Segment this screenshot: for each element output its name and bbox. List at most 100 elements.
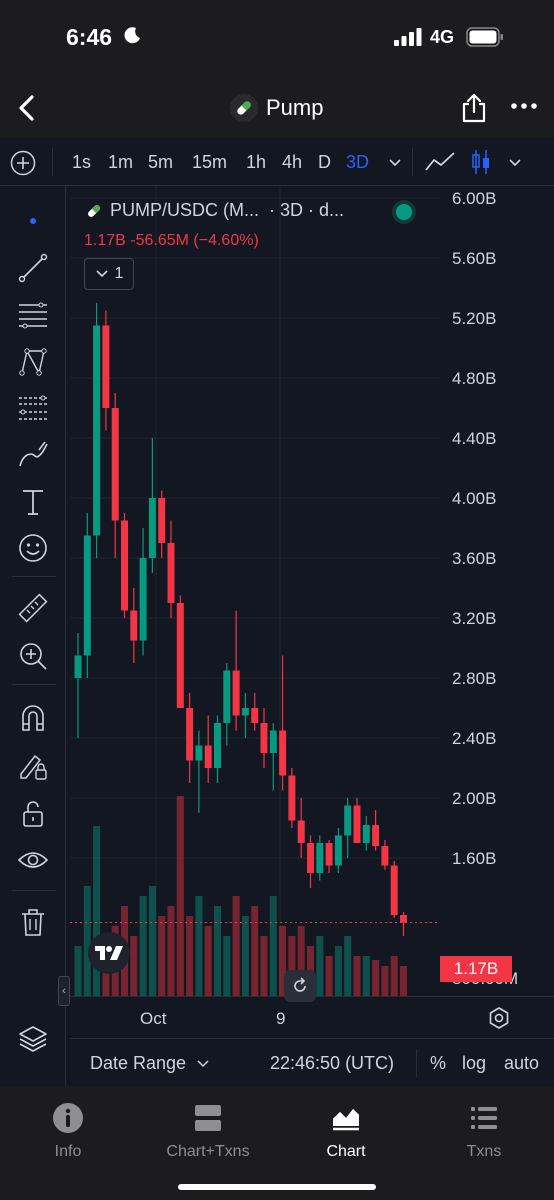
y-tick-label: 4.80B bbox=[452, 369, 496, 388]
tradingview-logo[interactable] bbox=[88, 932, 130, 974]
y-tick-label: 6.00B bbox=[452, 189, 496, 208]
tab-bar: Info Chart+Txns Chart Txns bbox=[0, 1086, 554, 1200]
date-range-button[interactable]: Date Range bbox=[90, 1053, 209, 1074]
volume-bar bbox=[316, 936, 324, 996]
candle-body bbox=[158, 498, 166, 543]
legend-interval: · 3D · d... bbox=[269, 200, 345, 220]
cursor-dot-icon[interactable] bbox=[30, 218, 36, 224]
lock-drawing-icon[interactable] bbox=[17, 750, 49, 782]
candle-body bbox=[260, 723, 268, 753]
toolbar-divider bbox=[12, 890, 56, 891]
chart-toolbar: 1s 1m 5m 15m 1h 4h D 3D bbox=[0, 138, 554, 186]
candle-body bbox=[74, 655, 82, 678]
add-symbol-button[interactable] bbox=[10, 150, 36, 176]
volume-bar bbox=[139, 896, 147, 996]
trash-icon[interactable] bbox=[17, 906, 49, 938]
indicators-toggle[interactable]: 1 bbox=[84, 258, 134, 290]
candle-body bbox=[316, 843, 324, 873]
volume-bar bbox=[148, 886, 156, 996]
time-axis[interactable]: Oct 9 bbox=[70, 996, 554, 1038]
interval-d[interactable]: D bbox=[318, 152, 331, 172]
auto-toggle[interactable]: auto bbox=[504, 1053, 540, 1073]
text-tool-icon[interactable] bbox=[17, 486, 49, 518]
trend-line-icon[interactable] bbox=[17, 252, 49, 284]
settings-icon[interactable] bbox=[486, 1005, 512, 1031]
candle-body bbox=[186, 708, 194, 761]
visibility-icon[interactable] bbox=[17, 844, 49, 876]
date-range-label: Date Range bbox=[90, 1053, 187, 1073]
volume-bar bbox=[344, 936, 352, 996]
tab-chart-label: Chart bbox=[326, 1143, 366, 1160]
y-tick-label: 3.20B bbox=[452, 609, 496, 628]
back-button[interactable] bbox=[12, 92, 42, 124]
chart-legend-symbol[interactable]: PUMP/USDC (M... · 3D · d... bbox=[86, 200, 344, 221]
brush-tool-icon[interactable] bbox=[17, 438, 49, 470]
tab-chart-txns[interactable]: Chart+Txns bbox=[148, 1102, 268, 1161]
toolbar-divider bbox=[12, 576, 56, 577]
volume-bar bbox=[223, 936, 231, 996]
more-options-button[interactable] bbox=[510, 96, 538, 116]
emoji-tool-icon[interactable] bbox=[17, 532, 49, 564]
moon-icon bbox=[124, 27, 140, 44]
time-tick-oct: Oct bbox=[140, 1009, 167, 1028]
volume-bar bbox=[400, 966, 407, 996]
candle-body bbox=[334, 835, 342, 866]
indicator-count: 1 bbox=[114, 265, 124, 282]
ruler-icon[interactable] bbox=[17, 592, 49, 624]
interval-dropdown-icon[interactable] bbox=[388, 158, 402, 168]
list-icon bbox=[471, 1107, 497, 1129]
candle-body bbox=[214, 723, 221, 768]
home-indicator bbox=[178, 1184, 376, 1190]
toolbar-divider bbox=[416, 1049, 417, 1077]
candle-body bbox=[241, 708, 249, 716]
interval-1s[interactable]: 1s bbox=[72, 152, 92, 172]
magnet-icon[interactable] bbox=[17, 702, 49, 734]
toolbar-divider bbox=[52, 148, 53, 176]
forecast-tool-icon[interactable] bbox=[17, 392, 49, 424]
y-tick-label: 3.60B bbox=[452, 549, 496, 568]
percent-toggle[interactable]: % bbox=[430, 1053, 447, 1073]
interval-5m[interactable]: 5m bbox=[148, 152, 174, 172]
unlock-icon[interactable] bbox=[17, 798, 49, 830]
parallel-lines-icon[interactable] bbox=[17, 298, 49, 330]
clock-display[interactable]: 22:46:50 (UTC) bbox=[270, 1053, 395, 1073]
y-tick-label: 4.00B bbox=[452, 489, 496, 508]
y-tick-label: 5.20B bbox=[452, 309, 496, 328]
candle-body bbox=[167, 543, 175, 603]
candle-body bbox=[251, 708, 259, 723]
last-price-label: 1.17B bbox=[440, 956, 512, 982]
share-button[interactable] bbox=[460, 92, 488, 124]
volume-bar bbox=[158, 916, 166, 996]
toolbar-collapse-button[interactable]: ‹ bbox=[58, 976, 70, 1006]
candle-body bbox=[83, 535, 91, 656]
interval-1h[interactable]: 1h bbox=[246, 152, 267, 172]
pattern-tool-icon[interactable] bbox=[17, 346, 49, 378]
price-change: 1.17B -56.65M (−4.60%) bbox=[84, 232, 259, 249]
layers-icon[interactable] bbox=[18, 1024, 48, 1054]
interval-15m[interactable]: 15m bbox=[192, 152, 228, 172]
volume-bar bbox=[176, 796, 184, 996]
interval-1m[interactable]: 1m bbox=[108, 152, 134, 172]
candle-body bbox=[279, 730, 287, 776]
price-plot[interactable]: 6.00B 5.60B 5.20B 4.80B 4.40B 4.00B 3.60B 3.20B… bbox=[70, 186, 554, 1002]
volume-bar bbox=[269, 896, 277, 996]
line-chart-icon[interactable] bbox=[424, 150, 456, 174]
candle-body bbox=[223, 670, 231, 723]
volume-bar bbox=[130, 936, 138, 996]
volume-bar bbox=[297, 926, 305, 996]
y-tick-label: 1.60B bbox=[452, 849, 496, 868]
candles-chart-icon[interactable] bbox=[470, 148, 492, 176]
interval-4h[interactable]: 4h bbox=[282, 152, 303, 172]
interval-3d[interactable]: 3D bbox=[346, 152, 370, 172]
log-toggle[interactable]: log bbox=[462, 1053, 487, 1073]
zoom-in-icon[interactable] bbox=[17, 640, 49, 672]
tab-info[interactable]: Info bbox=[8, 1102, 128, 1161]
volume-bar bbox=[83, 886, 91, 996]
info-icon bbox=[53, 1103, 83, 1133]
tab-chart[interactable]: Chart bbox=[286, 1102, 406, 1161]
y-tick-label: 2.80B bbox=[452, 669, 496, 688]
chart-type-dropdown-icon[interactable] bbox=[508, 158, 522, 168]
volume-bar bbox=[214, 906, 221, 996]
tab-txns[interactable]: Txns bbox=[424, 1102, 544, 1161]
chart-icon bbox=[332, 1107, 360, 1131]
